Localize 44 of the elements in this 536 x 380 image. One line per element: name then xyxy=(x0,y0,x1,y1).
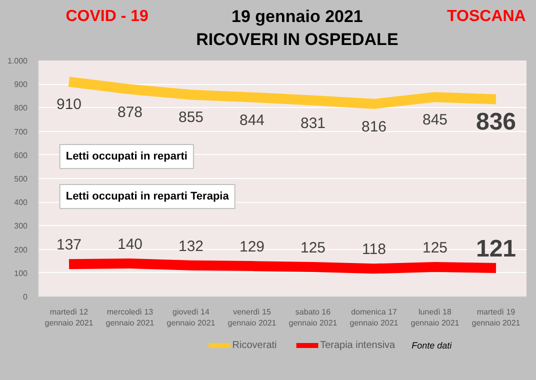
chart-title: 19 gennaio 2021 xyxy=(232,7,363,26)
text: COVID - 19 xyxy=(66,8,149,25)
y-tick-label: 1.000 xyxy=(7,56,28,66)
data-label: 878 xyxy=(117,104,143,121)
x-tick-label: sabato 16 gennaio 2021 xyxy=(288,308,338,328)
data-label: 125 xyxy=(300,240,326,256)
data-label: 816 xyxy=(361,118,387,136)
x-tick-label: giovedì 14 gennaio 2021 xyxy=(166,308,216,328)
y-tick-label: 100 xyxy=(14,268,28,278)
x-tick-label: martedì 19 gennaio 2021 xyxy=(472,308,521,328)
data-label: 910 xyxy=(56,96,82,114)
y-tick-label: 300 xyxy=(14,222,28,231)
legend-label: Ricoverati xyxy=(232,340,277,351)
data-label: 831 xyxy=(300,114,326,132)
y-tick-label: 200 xyxy=(14,245,28,254)
x-tick-label: martedì 12 gennaio 2021 xyxy=(44,308,94,328)
annotation: Letti occupati in reparti Terapia xyxy=(66,190,230,202)
data-label: 121 xyxy=(476,235,516,262)
data-label: 140 xyxy=(117,236,143,253)
y-tick-label: 800 xyxy=(14,104,28,113)
data-label: 132 xyxy=(178,238,204,255)
source-note: Fonte dati xyxy=(412,340,453,350)
legend-label: Terapia intensiva xyxy=(320,340,396,351)
data-label: 129 xyxy=(239,238,265,256)
x-tick-label: venerdì 15 gennaio 2021 xyxy=(228,308,277,328)
data-label: 844 xyxy=(239,112,265,129)
annotation: Letti occupati in reparti xyxy=(66,150,188,162)
y-tick-label: 900 xyxy=(14,80,28,90)
x-tick-label: mercoledì 13 gennaio 2021 xyxy=(106,308,155,328)
y-tick-label: 600 xyxy=(14,150,28,160)
text: TOSCANA xyxy=(447,8,526,25)
data-label: 118 xyxy=(362,241,386,258)
x-tick-label: domenica 17 gennaio 2021 xyxy=(350,308,399,328)
data-label: 836 xyxy=(476,108,516,136)
data-label: 855 xyxy=(178,109,204,126)
x-tick-label: lunedì 18 gennaio 2021 xyxy=(410,308,460,328)
y-tick-label: 700 xyxy=(14,127,28,136)
y-tick-label: 0 xyxy=(23,292,28,302)
y-tick-label: 500 xyxy=(14,174,28,184)
y-tick-label: 400 xyxy=(14,198,28,208)
data-label: 125 xyxy=(422,240,448,256)
chart-subtitle: RICOVERI IN OSPEDALE xyxy=(196,30,398,49)
data-label: 845 xyxy=(422,112,448,129)
data-label: 137 xyxy=(56,236,82,254)
